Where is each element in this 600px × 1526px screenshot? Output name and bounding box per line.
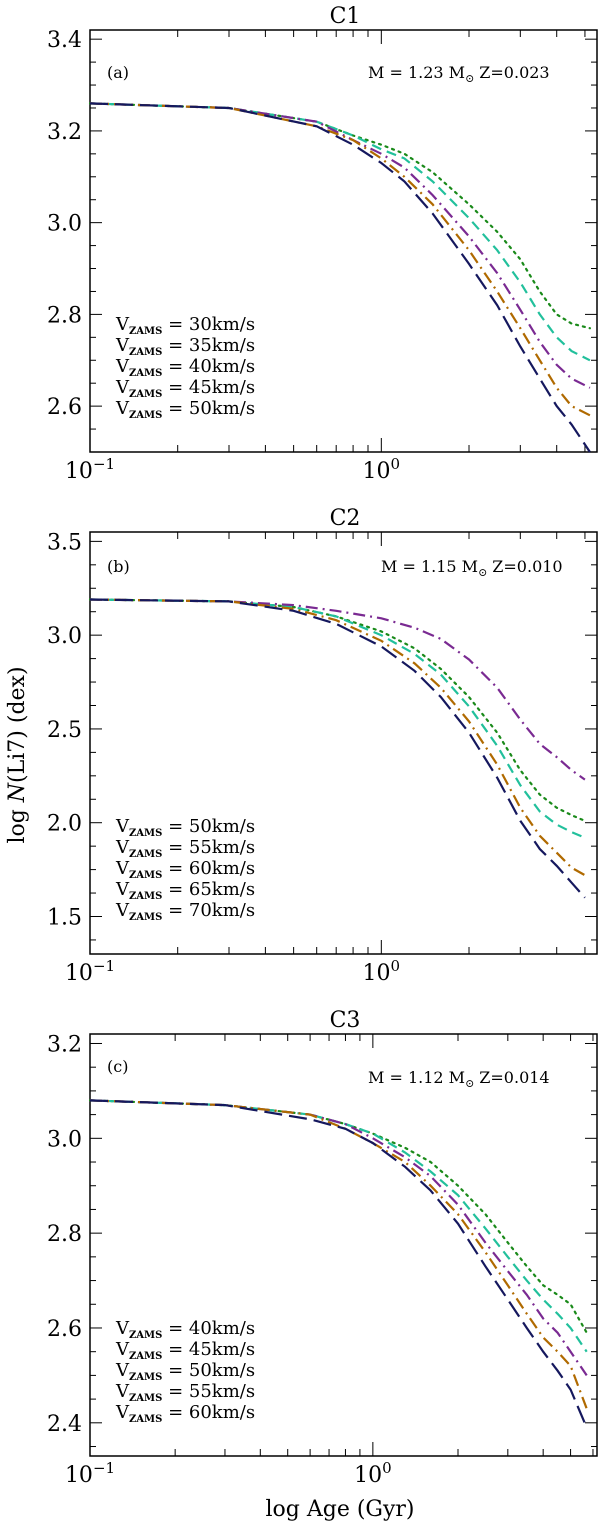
x-tick-label: 10−1 <box>65 957 115 986</box>
panel-label-c: (c) <box>107 1057 128 1076</box>
panel-label-b: (b) <box>107 557 130 576</box>
y-tick-label: 2.6 <box>47 1317 82 1342</box>
series-line <box>89 102 591 417</box>
x-tick-label: 100 <box>363 957 401 986</box>
series-line <box>89 102 591 389</box>
series-line <box>89 1099 588 1377</box>
legend-entry: VZAMS = 45km/s <box>115 377 255 400</box>
series-line <box>89 598 586 839</box>
plot-frame <box>89 29 598 453</box>
y-tick-label: 3.2 <box>47 1032 82 1057</box>
panel-title-c3: C3 <box>330 1008 361 1033</box>
series-line <box>89 1099 588 1429</box>
y-tick-label: 2.4 <box>47 1412 82 1437</box>
y-tick-label: 3.0 <box>47 624 82 649</box>
series-line <box>89 598 586 899</box>
plot-frame <box>89 1033 598 1457</box>
legend-entry: VZAMS = 60km/s <box>115 858 255 881</box>
series-line <box>89 598 586 877</box>
legend-entry: VZAMS = 35km/s <box>115 335 255 358</box>
panel-title-c1: C1 <box>330 4 361 29</box>
series-line <box>89 1099 588 1409</box>
series-line <box>88 1099 588 1334</box>
series-line <box>89 1099 588 1353</box>
series-line <box>89 102 591 362</box>
y-tick-label: 2.5 <box>47 718 82 743</box>
y-tick-label: 3.4 <box>47 28 82 53</box>
legend-entry: VZAMS = 45km/s <box>115 1339 255 1362</box>
y-tick-label: 2.0 <box>47 812 82 837</box>
annotation-mass-b: M = 1.15 M⊙ Z=0.010 <box>381 557 563 579</box>
y-axis-label: log N(Li7) (dex) <box>5 666 30 843</box>
y-tick-label: 3.2 <box>47 120 82 145</box>
legend-entry: VZAMS = 50km/s <box>115 398 255 421</box>
series-line <box>88 102 591 330</box>
series-line <box>89 102 591 453</box>
legend-entry: VZAMS = 60km/s <box>115 1402 255 1425</box>
legend-entry: VZAMS = 55km/s <box>115 837 255 860</box>
y-tick-label: 3.0 <box>47 1127 82 1152</box>
legend-entry: VZAMS = 70km/s <box>115 900 255 923</box>
legend-entry: VZAMS = 30km/s <box>115 314 255 337</box>
y-tick-label: 3.5 <box>47 530 82 555</box>
y-tick-label: 2.8 <box>47 1222 82 1247</box>
x-tick-label: 10−1 <box>65 1459 115 1488</box>
annotation-mass-c: M = 1.12 M⊙ Z=0.014 <box>368 1068 550 1090</box>
y-tick-label: 1.5 <box>47 905 82 930</box>
panel-label-a: (a) <box>107 63 129 82</box>
legend-entry: VZAMS = 55km/s <box>115 1381 255 1404</box>
series-line <box>89 598 586 781</box>
x-tick-label: 10−1 <box>65 455 115 484</box>
y-tick-label: 2.6 <box>47 395 82 420</box>
legend-entry: VZAMS = 40km/s <box>115 356 255 379</box>
x-tick-label: 100 <box>354 1459 392 1488</box>
x-axis-label: log Age (Gyr) <box>265 1497 414 1522</box>
legend-entry: VZAMS = 50km/s <box>115 1360 255 1383</box>
plot-frame <box>89 531 598 955</box>
panel-title-c2: C2 <box>330 506 361 531</box>
y-tick-label: 3.0 <box>47 212 82 237</box>
legend-entry: VZAMS = 65km/s <box>115 879 255 902</box>
series-line <box>88 598 586 822</box>
x-tick-label: 100 <box>363 455 401 484</box>
legend-entry: VZAMS = 40km/s <box>115 1318 255 1341</box>
annotation-mass-a: M = 1.23 M⊙ Z=0.023 <box>368 63 550 85</box>
legend-entry: VZAMS = 50km/s <box>115 816 255 839</box>
y-tick-label: 2.8 <box>47 303 82 328</box>
